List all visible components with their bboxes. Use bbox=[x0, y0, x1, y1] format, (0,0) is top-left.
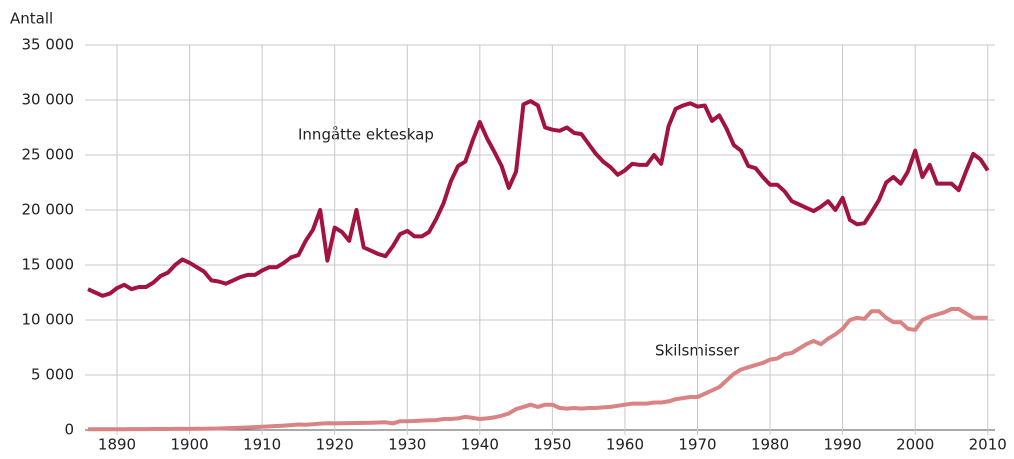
y-tick-label: 25 000 bbox=[22, 146, 75, 164]
x-tick-label: 1900 bbox=[170, 436, 208, 454]
x-tick-label: 1890 bbox=[98, 436, 136, 454]
x-tick-label: 1910 bbox=[243, 436, 281, 454]
y-axis-label: Antall bbox=[10, 10, 53, 28]
y-tick-label: 20 000 bbox=[22, 201, 75, 219]
x-tick-label: 1930 bbox=[388, 436, 426, 454]
x-tick-label: 1960 bbox=[606, 436, 644, 454]
y-tick-label: 30 000 bbox=[22, 91, 75, 109]
x-tick-label: 2010 bbox=[969, 436, 1007, 454]
x-tick-label: 1980 bbox=[751, 436, 789, 454]
y-tick-label: 35 000 bbox=[22, 36, 75, 54]
annotation: Inngåtte ekteskap bbox=[298, 126, 434, 144]
y-tick-label: 5 000 bbox=[31, 366, 74, 384]
y-tick-label: 10 000 bbox=[22, 311, 75, 329]
series-line bbox=[88, 307, 988, 432]
x-tick-label: 1950 bbox=[533, 436, 571, 454]
x-tick-label: 1940 bbox=[461, 436, 499, 454]
x-tick-label: 1920 bbox=[316, 436, 354, 454]
x-tick-label: 1990 bbox=[824, 436, 862, 454]
series-line bbox=[87, 99, 990, 298]
x-tick-label: 1970 bbox=[678, 436, 716, 454]
x-tick-label: 2000 bbox=[896, 436, 934, 454]
y-tick-label: 15 000 bbox=[22, 256, 75, 274]
y-tick-label: 0 bbox=[64, 421, 74, 439]
